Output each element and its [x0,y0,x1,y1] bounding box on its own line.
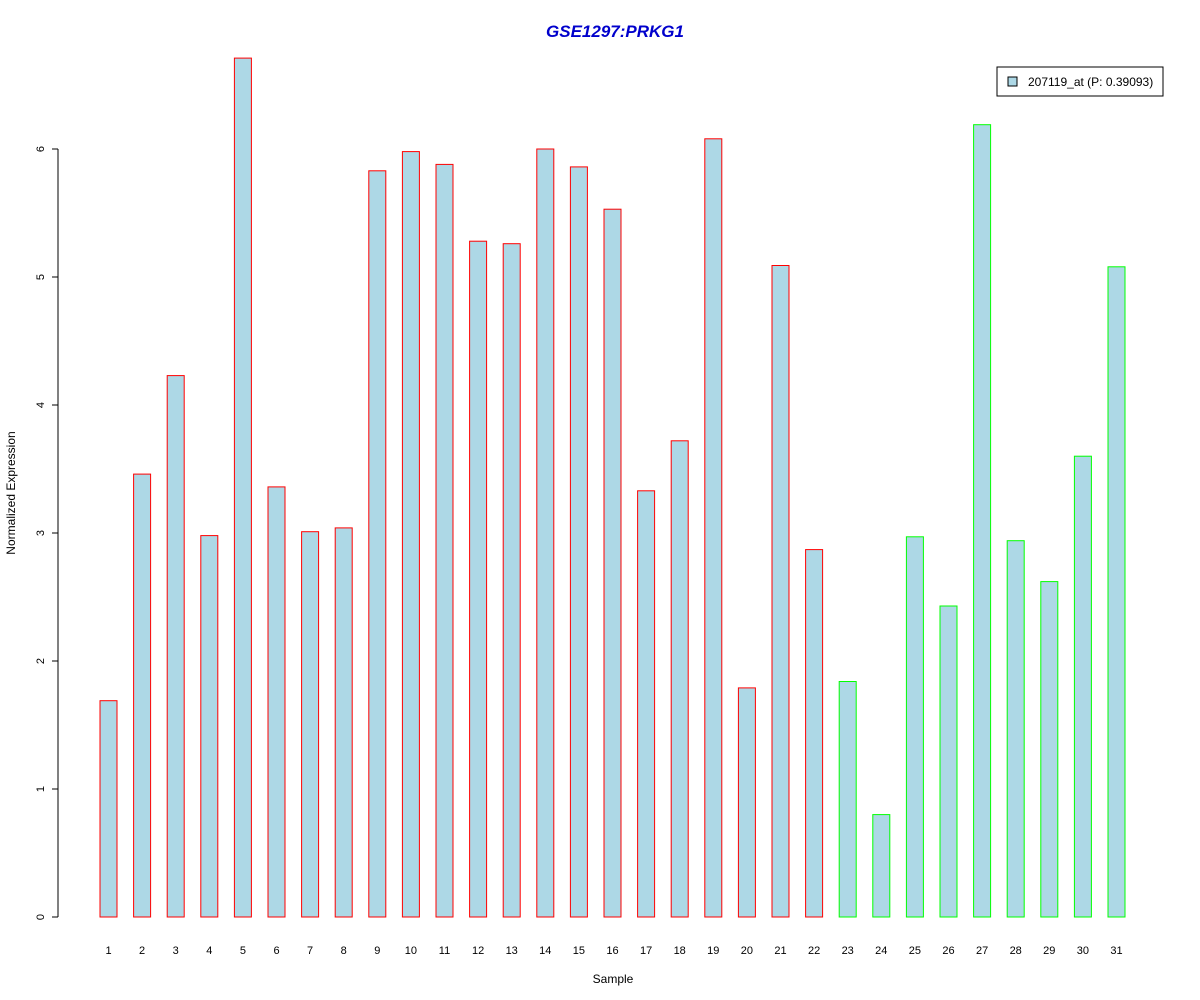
x-tick-label: 24 [875,945,887,957]
bar-sample-29 [1040,581,1059,918]
bar-sample-1 [99,700,118,918]
x-tick-label: 15 [573,945,585,957]
bar-sample-16 [603,208,622,918]
bar-sample-7 [301,531,320,918]
x-tick-label: 11 [439,945,450,957]
legend: 207119_at (P: 0.39093) [996,66,1164,97]
bar-sample-2 [133,473,152,918]
bar-sample-8 [334,527,353,918]
x-tick-label: 21 [774,945,786,957]
y-tick-label: 1 [35,786,47,792]
bars-group [99,57,1126,918]
bar-sample-27 [973,124,992,918]
bar-sample-30 [1073,455,1092,918]
chart-title: GSE1297:PRKG1 [546,22,684,41]
y-tick-label: 2 [35,658,47,664]
bar-sample-13 [502,243,521,918]
legend-box [996,66,1164,97]
x-tick-label: 26 [942,945,954,957]
bar-sample-9 [368,170,387,918]
x-tick-label: 23 [842,945,854,957]
bar-sample-14 [536,148,555,918]
bar-sample-10 [401,151,420,918]
x-tick-label: 20 [741,945,753,957]
x-tick-label: 12 [472,945,484,957]
y-axis-label: Normalized Expression [4,431,18,554]
x-tick-label: 2 [139,945,145,957]
x-tick-label: 19 [707,945,719,957]
legend-label: 207119_at (P: 0.39093) [1028,75,1153,89]
y-tick-label: 6 [35,146,47,152]
x-tick-label: 10 [405,945,417,957]
x-axis-label: Sample [593,972,634,986]
bar-sample-4 [200,535,219,918]
y-tick-label: 4 [35,402,47,408]
bar-sample-20 [737,687,756,918]
bar-sample-28 [1006,540,1025,918]
bar-sample-25 [905,536,924,918]
y-axis: 0 1 2 3 4 5 6 [35,146,59,920]
legend-swatch [1007,76,1018,87]
x-tick-label: 30 [1077,945,1089,957]
bar-sample-17 [637,490,656,918]
bar-sample-12 [469,240,488,918]
x-tick-label: 17 [640,945,652,957]
bar-sample-26 [939,605,958,918]
x-tick-label: 14 [539,945,551,957]
x-tick-labels: 1 2 3 4 5 6 7 8 9 10 11 12 13 14 15 16 17 18 19 20 21 22 23 24 2… [105,945,1122,957]
x-tick-label: 25 [909,945,921,957]
x-tick-label: 9 [374,945,380,957]
x-tick-label: 29 [1043,945,1055,957]
x-tick-label: 8 [341,945,347,957]
x-tick-label: 13 [506,945,518,957]
y-tick-label: 3 [35,530,47,536]
bar-sample-3 [166,375,185,918]
bar-sample-15 [569,166,588,918]
bar-sample-31 [1107,266,1126,918]
bar-sample-22 [805,549,824,918]
x-tick-label: 16 [606,945,618,957]
x-tick-label: 4 [206,945,212,957]
x-tick-label: 18 [674,945,686,957]
bar-sample-5 [233,57,252,918]
bar-sample-18 [670,440,689,918]
x-tick-label: 6 [273,945,279,957]
x-tick-label: 5 [240,945,246,957]
y-tick-label: 0 [35,914,47,920]
x-tick-label: 31 [1110,945,1122,957]
bar-sample-21 [771,265,790,918]
x-tick-label: 22 [808,945,820,957]
x-tick-label: 3 [173,945,179,957]
y-tick-label: 5 [35,274,47,280]
bar-sample-24 [872,814,891,918]
x-tick-label: 27 [976,945,988,957]
bar-sample-11 [435,163,454,918]
x-tick-label: 1 [105,945,111,957]
bar-sample-23 [838,681,857,918]
bar-sample-6 [267,486,286,918]
x-tick-label: 7 [307,945,313,957]
x-tick-label: 28 [1010,945,1022,957]
bar-sample-19 [704,138,723,918]
